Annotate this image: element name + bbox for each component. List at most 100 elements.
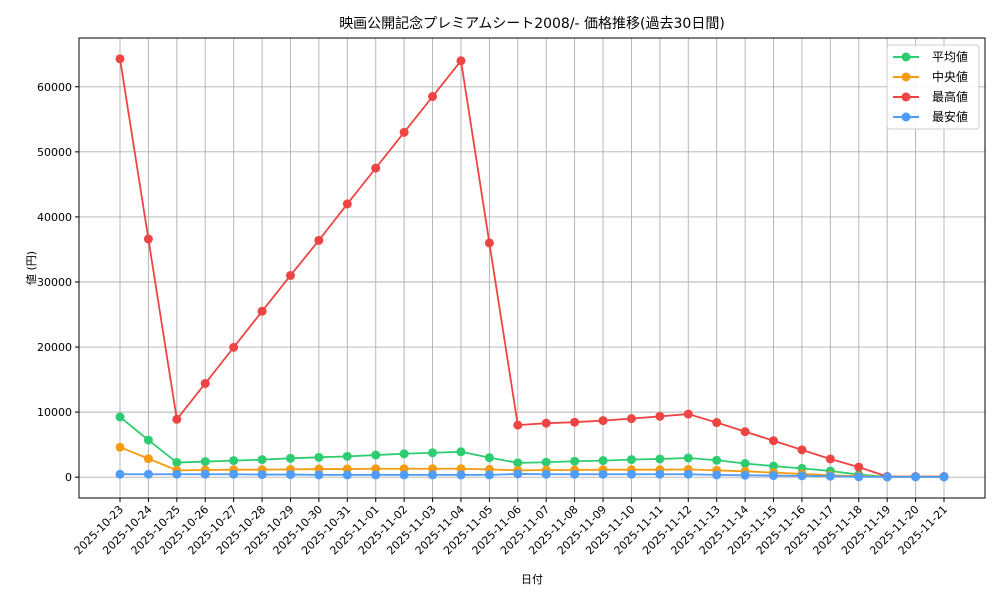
data-point bbox=[769, 471, 779, 481]
data-point bbox=[172, 469, 182, 479]
grid-lines bbox=[79, 38, 985, 498]
data-point bbox=[285, 453, 295, 463]
data-point bbox=[825, 471, 835, 481]
y-tick-label: 30000 bbox=[37, 276, 72, 289]
data-point bbox=[626, 455, 636, 465]
series-lines bbox=[115, 54, 949, 482]
data-point bbox=[712, 470, 722, 480]
data-point bbox=[740, 470, 750, 480]
data-point bbox=[683, 469, 693, 479]
y-tick-label: 60000 bbox=[37, 81, 72, 94]
data-point bbox=[484, 453, 494, 463]
data-point bbox=[115, 412, 125, 422]
data-point bbox=[797, 471, 807, 481]
data-point bbox=[626, 469, 636, 479]
data-point bbox=[371, 470, 381, 480]
data-point bbox=[371, 450, 381, 460]
data-point bbox=[229, 469, 239, 479]
y-axis-label: 値 (円) bbox=[25, 251, 38, 285]
legend-swatch-marker bbox=[901, 92, 911, 102]
data-point bbox=[229, 456, 239, 466]
data-point bbox=[229, 342, 239, 352]
data-point bbox=[797, 445, 807, 455]
data-point bbox=[570, 417, 580, 427]
data-point bbox=[314, 470, 324, 480]
data-point bbox=[854, 462, 864, 472]
data-point bbox=[598, 456, 608, 466]
data-point bbox=[285, 270, 295, 280]
legend-swatch-marker bbox=[901, 112, 911, 122]
data-point bbox=[712, 455, 722, 465]
data-point bbox=[314, 452, 324, 462]
data-point bbox=[513, 469, 523, 479]
data-point bbox=[371, 464, 381, 474]
legend-label: 最高値 bbox=[932, 89, 968, 104]
data-point bbox=[939, 472, 949, 482]
data-point bbox=[257, 470, 267, 480]
data-point bbox=[513, 420, 523, 430]
data-point bbox=[570, 469, 580, 479]
data-point bbox=[428, 92, 438, 102]
data-point bbox=[342, 451, 352, 461]
data-point bbox=[172, 414, 182, 424]
data-point bbox=[200, 378, 210, 388]
data-point bbox=[484, 470, 494, 480]
data-point bbox=[456, 447, 466, 457]
data-point bbox=[115, 469, 125, 479]
data-point bbox=[399, 464, 409, 474]
data-point bbox=[626, 414, 636, 424]
data-point bbox=[285, 470, 295, 480]
data-point bbox=[541, 457, 551, 467]
data-point bbox=[456, 464, 466, 474]
data-point bbox=[371, 163, 381, 173]
legend-swatch-marker bbox=[901, 52, 911, 62]
legend-item: 中央値 bbox=[893, 69, 968, 84]
data-point bbox=[825, 454, 835, 464]
y-tick-label: 20000 bbox=[37, 341, 72, 354]
series-path bbox=[119, 416, 944, 478]
x-axis-label: 日付 bbox=[521, 573, 543, 586]
data-point bbox=[314, 235, 324, 245]
data-point bbox=[115, 442, 125, 452]
data-point bbox=[740, 427, 750, 437]
data-point bbox=[769, 461, 779, 471]
y-axis-ticks: 0 10000 20000 30000 40000 50000 60000 bbox=[37, 81, 79, 484]
legend-item: 平均値 bbox=[893, 49, 968, 64]
plot-frame bbox=[78, 37, 986, 499]
series-path bbox=[119, 58, 944, 478]
series-path bbox=[119, 446, 944, 478]
data-point bbox=[342, 199, 352, 209]
legend-label: 最安値 bbox=[932, 109, 968, 124]
data-point bbox=[200, 469, 210, 479]
legend-item: 最安値 bbox=[893, 109, 968, 124]
data-point bbox=[769, 436, 779, 446]
data-point bbox=[342, 470, 352, 480]
data-point bbox=[143, 469, 153, 479]
y-tick-label: 40000 bbox=[37, 211, 72, 224]
data-point bbox=[399, 470, 409, 480]
data-point bbox=[712, 418, 722, 428]
data-point bbox=[428, 464, 438, 474]
chart-title: 映画公開記念プレミアムシート2008/- 価格推移(過去30日間) bbox=[339, 15, 725, 32]
data-point bbox=[655, 411, 665, 421]
series-line bbox=[115, 469, 949, 482]
legend-box bbox=[886, 44, 980, 130]
data-point bbox=[882, 472, 892, 482]
data-point bbox=[740, 459, 750, 469]
data-point bbox=[257, 306, 267, 316]
y-tick-label: 0 bbox=[65, 471, 72, 484]
y-tick-label: 50000 bbox=[37, 146, 72, 159]
series-path bbox=[120, 473, 944, 478]
data-point bbox=[911, 472, 921, 482]
data-point bbox=[683, 409, 693, 419]
data-point bbox=[428, 448, 438, 458]
data-point bbox=[598, 469, 608, 479]
legend-item: 最高値 bbox=[893, 89, 968, 104]
series-line bbox=[115, 412, 949, 482]
data-point bbox=[598, 416, 608, 426]
data-point bbox=[200, 457, 210, 467]
data-point bbox=[456, 470, 466, 480]
